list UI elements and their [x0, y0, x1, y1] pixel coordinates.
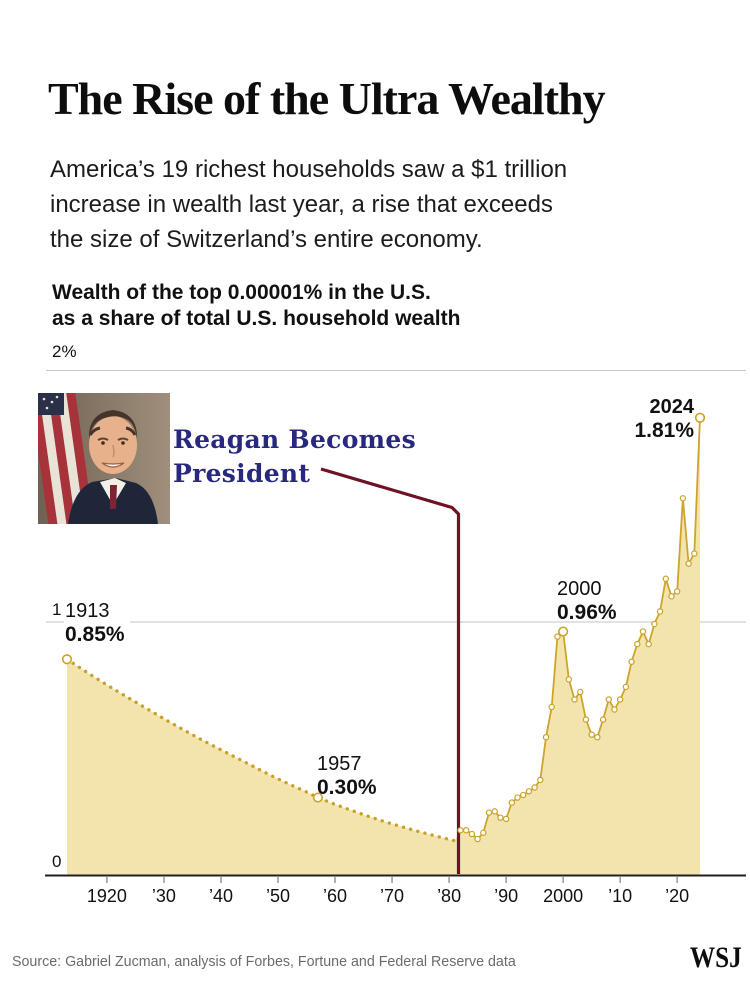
y-tick-label-2pct: 2%	[52, 342, 77, 361]
x-tick-label-1920: 1920	[86, 886, 127, 906]
data-point-marker	[502, 815, 510, 823]
data-point-marker	[628, 658, 635, 665]
chart-heading: Wealth of the top 0.00001% in the U.S. a…	[52, 280, 460, 332]
event-annotation-line: President	[173, 459, 311, 488]
data-point-marker	[525, 788, 533, 795]
y-tick-label-0: 0	[52, 852, 62, 871]
subtitle-line: the size of Switzerland’s entire economy…	[50, 226, 483, 253]
data-point-marker	[673, 588, 681, 595]
data-point-marker	[514, 794, 521, 801]
point-label-2024: 2024 1.81%	[634, 396, 694, 442]
data-point-marker	[605, 696, 612, 703]
data-point-marker	[480, 829, 487, 836]
data-point-marker	[537, 776, 544, 784]
subtitle-line: America’s 19 richest households saw a $1…	[50, 156, 568, 183]
data-point-marker	[520, 791, 527, 799]
labeled-point-marker-1913	[61, 654, 73, 665]
labeled-point-marker-2000	[558, 626, 569, 637]
point-label-1913: 1913 0.85%	[64, 599, 130, 648]
labeled-point-marker-1957	[312, 792, 324, 803]
data-point-marker	[639, 628, 647, 635]
x-tick-label-2000: 2000	[543, 886, 584, 906]
data-point-marker	[485, 809, 493, 816]
y-tick-label-1: 1	[52, 600, 62, 619]
point-label-1957: 1957 0.30%	[317, 753, 377, 799]
data-point-marker	[588, 731, 595, 738]
data-point-marker	[462, 827, 470, 834]
data-point-marker	[611, 706, 618, 713]
chart-heading-line: as a share of total U.S. household wealt…	[52, 307, 461, 330]
point-label-2000: 2000 0.96%	[557, 578, 617, 624]
data-point-marker	[662, 575, 669, 582]
x-tick-label-1970: ’70	[380, 886, 405, 906]
data-point-marker	[634, 640, 641, 648]
labeled-point-marker-2024	[694, 412, 706, 423]
data-point-marker	[656, 608, 664, 615]
x-tick-label-1980: ’80	[437, 886, 462, 906]
data-point-marker	[651, 620, 658, 628]
data-point-marker	[531, 784, 538, 791]
data-point-marker	[685, 560, 692, 567]
data-point-marker	[565, 676, 573, 683]
reagan-photo	[29, 381, 170, 547]
data-point-marker	[691, 550, 698, 557]
page-title: The Rise of the Ultra Wealthy	[48, 73, 606, 124]
data-point-marker	[622, 683, 630, 691]
x-tick-label-1930: ’30	[151, 886, 176, 906]
data-point-marker	[497, 814, 504, 821]
x-tick-label-1960: ’60	[323, 886, 348, 906]
event-annotation-label: Reagan Becomes President	[173, 423, 416, 491]
data-point-marker	[548, 703, 555, 711]
data-point-marker	[645, 640, 652, 648]
data-point-marker	[571, 696, 578, 703]
area-fill	[67, 417, 700, 875]
data-point-marker	[582, 716, 590, 723]
data-point-marker	[577, 688, 584, 696]
reagan-portrait-image	[29, 381, 170, 547]
x-tick-label-1940: ’40	[208, 886, 233, 906]
data-point-marker	[468, 830, 476, 838]
data-point-marker	[599, 716, 607, 723]
source-credit: Source: Gabriel Zucman, analysis of Forb…	[12, 953, 516, 970]
data-point-marker	[491, 808, 498, 815]
data-point-marker	[554, 633, 561, 640]
x-tick-label-1950: ’50	[265, 886, 291, 906]
data-point-marker	[679, 495, 687, 502]
data-point-marker	[616, 696, 624, 703]
x-tick-label-2020: ’20	[665, 886, 690, 906]
x-tick-label-2010: ’10	[608, 886, 633, 906]
data-point-marker	[457, 827, 464, 834]
x-tick-label-1990: ’90	[494, 886, 519, 906]
subtitle-line: increase in wealth last year, a rise tha…	[50, 191, 553, 218]
wsj-logo: WSJ	[690, 941, 742, 974]
dotted-series-line	[65, 657, 457, 843]
data-point-marker	[594, 733, 601, 741]
event-annotation-line: Reagan Becomes	[173, 425, 417, 454]
data-point-marker	[474, 835, 481, 843]
subtitle: America’s 19 richest households saw a $1…	[50, 152, 567, 257]
data-point-marker	[668, 593, 675, 600]
chart-heading-line: Wealth of the top 0.00001% in the U.S.	[52, 281, 431, 304]
event-leader-line	[320, 467, 461, 874]
data-point-marker	[508, 799, 516, 806]
data-point-marker	[542, 733, 550, 741]
